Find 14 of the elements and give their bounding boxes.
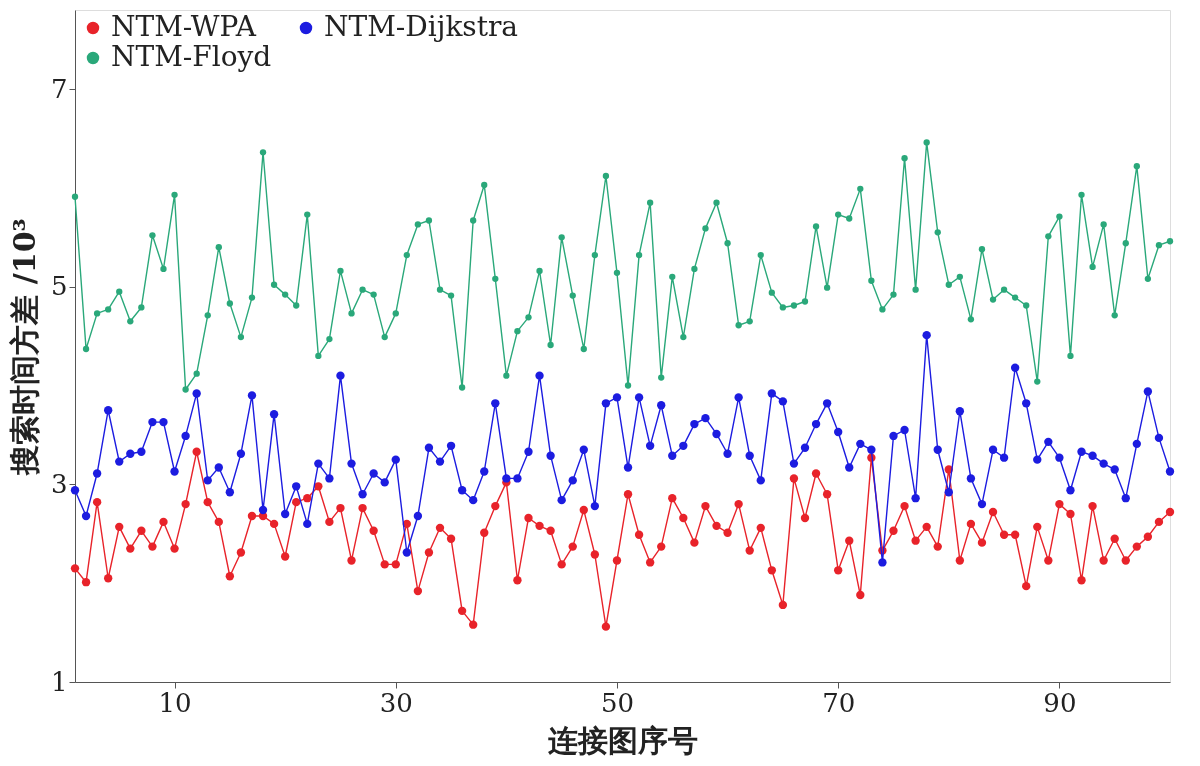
x-tick-label: 30 [379, 687, 413, 718]
y-tick-label: 3 [50, 468, 68, 499]
x-tick-label: 10 [158, 687, 192, 718]
y-tick-label: 5 [50, 271, 68, 302]
y-tick-label: 7 [50, 73, 68, 104]
x-axis-title: 连接图序号 [548, 722, 698, 758]
legend-label: NTM-WPA [111, 10, 257, 43]
legend-label: NTM-Dijkstra [324, 10, 519, 43]
x-tick-label: 70 [822, 687, 856, 718]
x-tick-label: 50 [600, 687, 635, 718]
x-tick-label: 90 [1043, 687, 1077, 718]
y-axis-title: 搜索时间方差 /10³ [6, 218, 42, 476]
y-tick-label: 1 [50, 666, 68, 697]
legend-label: NTM-Floyd [111, 40, 272, 73]
